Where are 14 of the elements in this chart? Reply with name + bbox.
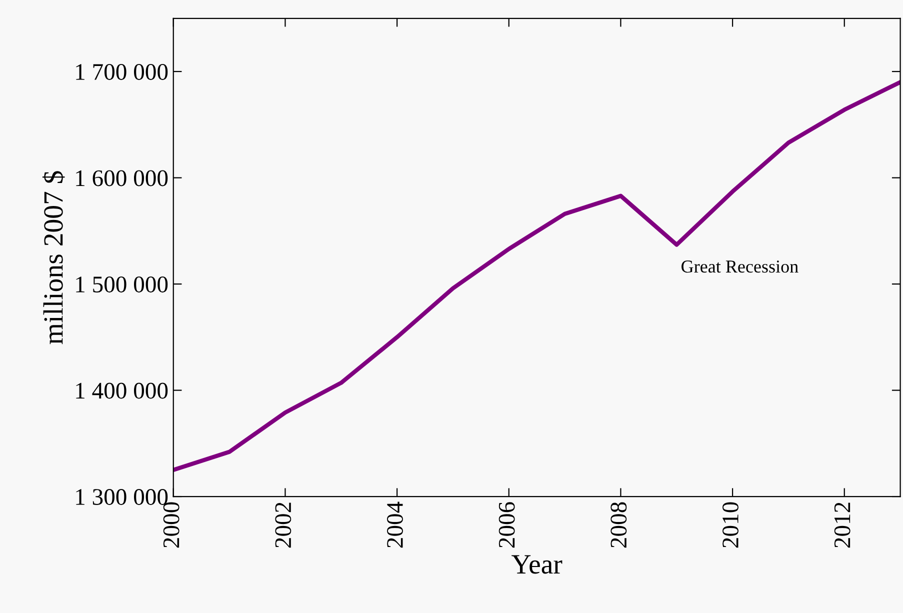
y-tick-label: 1 500 000 [76,276,168,292]
y-tick-label: 1 400 000 [76,382,168,399]
y-tick-label: 1 700 000 [76,64,168,80]
x-tick-label: 2010 [722,502,738,548]
x-tick-label: 2008 [610,502,627,548]
x-tick-label: 2006 [498,502,515,548]
line-series [173,80,900,472]
x-tick-label: 2002 [275,502,292,548]
annotation: Great Recession [682,260,798,273]
x-axis-title: Year [512,555,562,574]
x-tick-label: 2004 [387,502,403,548]
y-axis-title: millions 2007 $ [42,171,65,344]
x-tick-label: 2012 [834,502,850,548]
y-tick-label: 1 600 000 [76,170,168,186]
